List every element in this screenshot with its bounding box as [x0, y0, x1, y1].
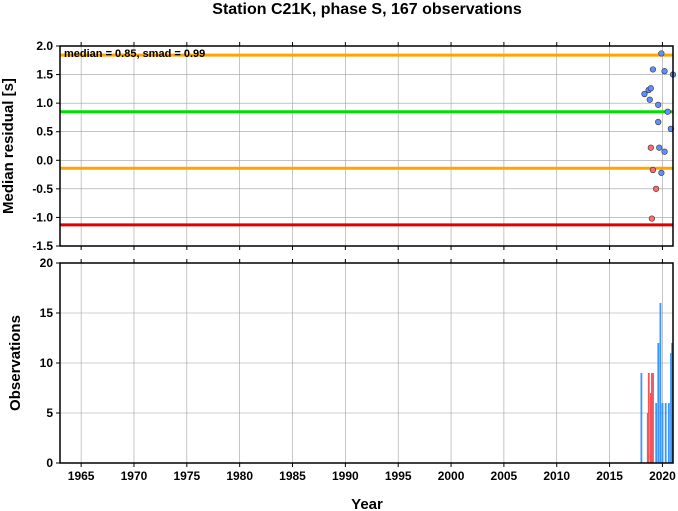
scatter-point — [647, 144, 654, 151]
bar — [667, 403, 670, 463]
bar — [670, 353, 672, 463]
top-y-tick-label: 1.5 — [36, 68, 53, 82]
bottom-y-tick-label: 0 — [46, 456, 53, 470]
bar — [640, 373, 643, 463]
bar — [664, 403, 667, 463]
top-reference-lines — [60, 53, 673, 227]
x-tick-label: 1985 — [279, 469, 306, 483]
x-tick-label: 1995 — [385, 469, 412, 483]
bar — [650, 393, 652, 463]
chart-title: Station C21K, phase S, 167 observations — [212, 1, 522, 18]
top-y-tick-label: 0.0 — [36, 153, 53, 167]
bottom-y-tick-label: 10 — [40, 356, 54, 370]
top-y-tick-label: 2.0 — [36, 39, 53, 53]
scatter-point — [655, 118, 662, 126]
x-axis-label: Year — [351, 496, 383, 511]
bar — [651, 373, 653, 463]
scatter-point — [664, 108, 671, 115]
scatter-point — [649, 66, 657, 73]
bar — [671, 343, 673, 463]
x-tick-label: 1965 — [68, 469, 95, 483]
x-tick-label: 2015 — [596, 469, 623, 483]
bottom-y-ticks: 20 15 10 5 0 — [40, 256, 60, 470]
top-y-tick-label: 1.0 — [36, 96, 53, 110]
scatter-point — [646, 96, 653, 103]
top-y-axis-label: Median residual [s] — [0, 78, 17, 214]
top-grid — [60, 42, 673, 250]
top-y-tick-label: -1.0 — [32, 210, 53, 224]
bar — [646, 413, 649, 463]
scatter-point — [658, 169, 665, 176]
scatter-point — [655, 101, 662, 108]
bar — [652, 373, 654, 463]
top-frame — [59, 45, 674, 247]
scatter-point — [661, 68, 668, 75]
bottom-y-tick-label: 20 — [40, 256, 54, 270]
scatter-point — [661, 148, 668, 155]
scatter-point — [641, 90, 648, 98]
top-y-ticks: 2.0 1.5 1.0 0.5 0.0 -0.5 -1.0 -1.5 — [32, 39, 60, 253]
top-annotation: median = 0.85, smad = 0.99 — [64, 48, 205, 60]
scatter-point — [652, 185, 660, 192]
x-tick-label: 1975 — [173, 469, 200, 483]
bottom-y-tick-label: 15 — [40, 306, 54, 320]
bottom-x-ticks: 1965 1970 1975 1980 1985 1990 1995 2000 2005 2010… — [68, 463, 676, 483]
bottom-bars — [640, 303, 673, 463]
x-tick-label: 1990 — [332, 469, 359, 483]
bar — [647, 373, 650, 463]
scatter-point — [656, 144, 663, 151]
scatter-point — [658, 50, 665, 57]
bar — [661, 403, 664, 463]
top-y-tick-label: -1.5 — [32, 239, 53, 253]
top-y-tick-label: -0.5 — [32, 182, 53, 196]
scatter-point — [648, 215, 655, 222]
x-tick-label: 2020 — [649, 469, 676, 483]
bottom-y-axis-label: Observations — [7, 315, 24, 411]
top-panel: 2.0 1.5 1.0 0.5 0.0 -0.5 -1.0 -1.5 median = 0.8… — [0, 39, 677, 253]
top-scatter-points — [641, 50, 677, 222]
x-tick-label: 2010 — [543, 469, 570, 483]
x-tick-label: 2005 — [491, 469, 518, 483]
scatter-point — [647, 85, 654, 92]
top-y-tick-label: 0.5 — [36, 125, 53, 139]
bar — [655, 403, 658, 463]
bottom-y-tick-label: 5 — [46, 406, 53, 420]
bar — [659, 303, 662, 463]
x-tick-label: 2000 — [438, 469, 465, 483]
x-tick-label: 1980 — [226, 469, 253, 483]
x-tick-label: 1970 — [121, 469, 148, 483]
bottom-grid — [60, 259, 673, 464]
bar — [657, 343, 660, 463]
scatter-point — [649, 166, 657, 174]
